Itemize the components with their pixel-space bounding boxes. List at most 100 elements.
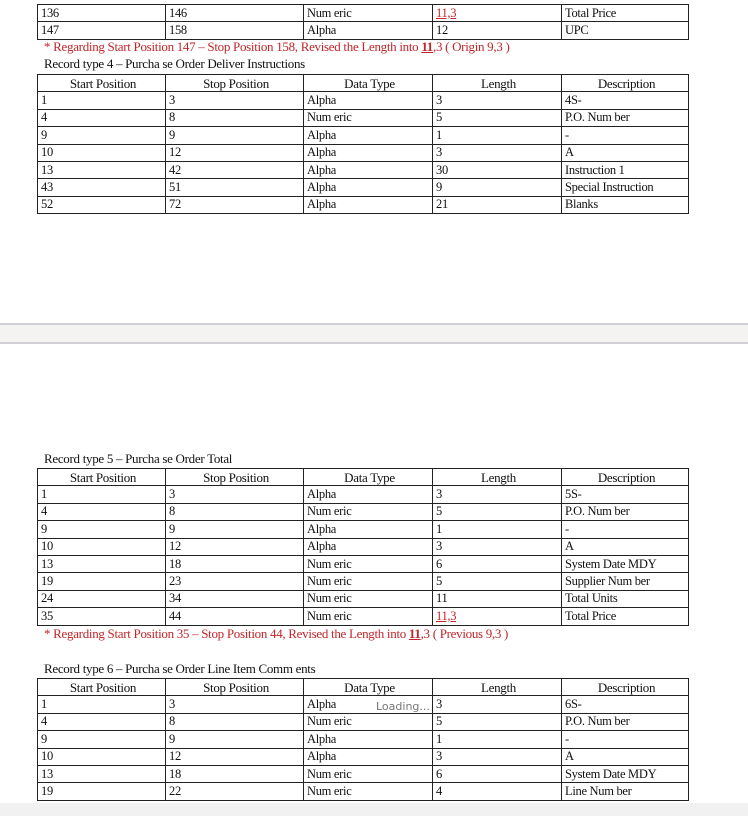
- table-cell: 4: [37, 108, 166, 128]
- table-row: 10 12 Alpha 3 A: [37, 143, 689, 162]
- table-cell: 51: [165, 178, 304, 197]
- table-header-row: Start Position Stop Position Data Type Leng…: [37, 73, 689, 93]
- table-cell: -: [561, 126, 689, 145]
- page-break: [0, 323, 748, 344]
- document-page-2: Record type 5 – Purcha se Order Total St…: [0, 344, 748, 803]
- note-text: ,3 ( Previous 9,3 ): [420, 626, 509, 641]
- column-header: Length: [432, 677, 562, 697]
- table-cell: 19: [37, 572, 166, 591]
- table-cell: Alpha: [303, 143, 433, 162]
- table-cell: Alpha: [303, 747, 433, 766]
- note-text: ,3 ( Origin 9,3 ): [433, 39, 510, 54]
- table-row: 9 9 Alpha 1-: [37, 126, 689, 145]
- table-cell: 6: [432, 764, 562, 784]
- column-header: Description: [561, 677, 689, 697]
- document-page-1: 136 146 Num eric 11,3 Total Price 147 158 Alpha…: [0, 0, 748, 323]
- column-header: Data Type: [303, 677, 433, 697]
- table-cell: 72: [165, 195, 304, 215]
- table-cell: 13: [37, 554, 166, 574]
- table-cell: Alpha: [303, 126, 433, 145]
- table-row: 19 22 Num eric 4 Line Num ber: [37, 782, 689, 801]
- table-cell: 30: [432, 160, 562, 180]
- table-row: 4 8 Num eric 5 P.O. Num ber: [37, 712, 689, 732]
- table-cell: 13: [37, 764, 166, 784]
- table-cell: 22: [165, 782, 304, 801]
- table-cell: 9: [165, 520, 304, 539]
- table-cell: A: [561, 537, 689, 556]
- table-cell: Num eric: [303, 3, 433, 23]
- table-cell: P.O. Num ber: [561, 108, 689, 128]
- note-text: * Regarding Start Position 35 – Stop Pos…: [44, 626, 409, 641]
- table-cell: 8: [165, 502, 304, 522]
- record-type-3-table: 136 146 Num eric 11,3 Total Price 147 158 Alpha…: [37, 3, 689, 40]
- table-row: 1 3 Alpha 3 6S-: [37, 695, 689, 714]
- table-cell: Alpha: [303, 520, 433, 539]
- column-header: Data Type: [303, 467, 433, 487]
- column-header: Stop Position: [165, 677, 304, 697]
- table-cell: Alpha: [303, 537, 433, 556]
- table-cell: Num eric: [303, 572, 433, 591]
- record-type-4-title: Record type 4 – Purcha se Order Deliver …: [44, 56, 305, 71]
- table-cell: 3: [432, 485, 562, 504]
- table-row: 19 23 Num eric 5 Supplier Num ber: [37, 572, 689, 591]
- table-cell: Num eric: [303, 589, 433, 609]
- table-cell: 5: [432, 502, 562, 522]
- table-cell: Instruction 1: [561, 160, 689, 180]
- table-row: 52 72 Alpha 21 Blanks: [37, 195, 689, 215]
- table-cell: 21: [432, 195, 562, 215]
- table-cell: 8: [165, 712, 304, 732]
- table-cell: Alpha: [303, 178, 433, 197]
- table-cell: 4: [37, 502, 166, 522]
- table-cell: 4: [432, 782, 562, 801]
- table-cell: 1: [432, 520, 562, 539]
- table-row: 9 9 Alpha 1-: [37, 520, 689, 539]
- table-cell: 5: [432, 572, 562, 591]
- column-header: Stop Position: [165, 467, 304, 487]
- table-row: 43 51 Alpha 9 Special Instruction: [37, 178, 689, 197]
- column-header: Start Position: [37, 467, 166, 487]
- column-header: Length: [432, 467, 562, 487]
- table-cell: 3: [432, 537, 562, 556]
- table-cell: Num eric: [303, 712, 433, 732]
- table-cell: 13: [37, 160, 166, 180]
- table-cell: 9: [165, 730, 304, 749]
- table-cell: 6S-: [561, 695, 689, 714]
- table-cell: P.O. Num ber: [561, 712, 689, 732]
- table-cell: Line Num ber: [561, 782, 689, 801]
- record-type-6-table: Start Position Stop Position Data Type Leng…: [37, 677, 689, 801]
- record-type-6-title: Record type 6 – Purcha se Order Line Ite…: [44, 661, 316, 676]
- table-cell: 1: [37, 695, 166, 714]
- table-cell: Alpha: [303, 485, 433, 504]
- table-cell: 1: [37, 485, 166, 504]
- table-cell: Alpha: [303, 160, 433, 180]
- table-cell: Num eric: [303, 764, 433, 784]
- table-cell: UPC: [561, 21, 689, 40]
- table-cell: System Date MDY: [561, 554, 689, 574]
- table-cell: 3: [165, 695, 304, 714]
- table-cell: 5S-: [561, 485, 689, 504]
- table-cell: Alpha: [303, 91, 433, 110]
- table-row: 136 146 Num eric 11,3 Total Price: [37, 3, 689, 23]
- table-header-row: Start Position Stop Position Data Type Leng…: [37, 677, 689, 697]
- table-cell: 18: [165, 764, 304, 784]
- table-cell: 9: [37, 126, 166, 145]
- table-cell: 35: [37, 607, 166, 626]
- table-cell: 8: [165, 108, 304, 128]
- column-header: Data Type: [303, 73, 433, 93]
- table-cell: 11,3: [432, 3, 562, 23]
- table-cell: 3: [432, 747, 562, 766]
- revision-note-record-5: * Regarding Start Position 35 – Stop Pos…: [44, 626, 508, 642]
- table-cell: 9: [432, 178, 562, 197]
- note-bold-value: 11: [421, 39, 433, 54]
- table-cell: 10: [37, 537, 166, 556]
- table-cell: 136: [37, 3, 166, 23]
- table-cell: 42: [165, 160, 304, 180]
- table-cell: 43: [37, 178, 166, 197]
- table-cell: Alpha: [303, 195, 433, 215]
- table-cell: 12: [165, 143, 304, 162]
- table-row: 9 9 Alpha 1-: [37, 730, 689, 749]
- table-row: 147 158 Alpha 12 UPC: [37, 21, 689, 40]
- table-cell: A: [561, 143, 689, 162]
- table-cell: 9: [165, 126, 304, 145]
- table-cell: Num eric: [303, 782, 433, 801]
